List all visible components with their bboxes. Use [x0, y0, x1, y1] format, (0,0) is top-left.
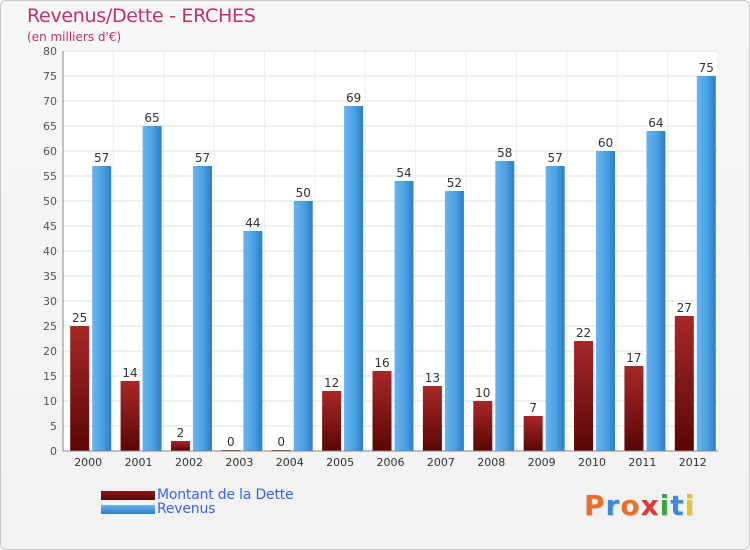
- bar-revenus: [344, 106, 364, 451]
- x-tick-label: 2011: [628, 456, 656, 469]
- x-tick-label: 2000: [74, 456, 102, 469]
- y-tick-label: 35: [43, 270, 57, 283]
- data-label-revenus: 65: [144, 111, 159, 125]
- bar-dette: [120, 381, 140, 451]
- data-label-dette: 22: [576, 326, 591, 340]
- y-tick-label: 50: [43, 195, 57, 208]
- bar-dette: [322, 391, 342, 451]
- data-label-dette: 0: [227, 435, 235, 449]
- data-label-revenus: 58: [497, 146, 512, 160]
- legend-label-dette: Montant de la Dette: [157, 487, 294, 503]
- y-tick-label: 45: [43, 220, 57, 233]
- data-label-dette: 14: [122, 366, 137, 380]
- x-tick-label: 2003: [225, 456, 253, 469]
- data-label-revenus: 75: [699, 61, 714, 75]
- data-label-revenus: 52: [447, 176, 462, 190]
- data-label-dette: 16: [374, 356, 389, 370]
- bar-revenus: [444, 191, 464, 451]
- y-tick-label: 80: [43, 45, 57, 58]
- y-tick-label: 70: [43, 95, 57, 108]
- data-label-revenus: 57: [94, 151, 109, 165]
- bar-dette: [422, 386, 442, 451]
- data-label-dette: 13: [425, 371, 440, 385]
- chart-subtitle: (en milliers d'€): [27, 30, 122, 44]
- bar-dette: [624, 366, 644, 451]
- y-tick-label: 0: [50, 445, 57, 458]
- x-tick-label: 2012: [679, 456, 707, 469]
- bar-revenus: [192, 166, 212, 451]
- data-label-revenus: 60: [598, 136, 613, 150]
- bar-revenus: [293, 201, 313, 451]
- x-tick-label: 2001: [125, 456, 153, 469]
- data-label-revenus: 57: [195, 151, 210, 165]
- bar-revenus: [545, 166, 565, 451]
- legend-item-revenus: Revenus: [101, 501, 216, 517]
- data-label-dette: 0: [277, 435, 285, 449]
- bar-revenus: [646, 131, 666, 451]
- x-tick-label: 2005: [326, 456, 354, 469]
- legend-swatch-dette: [101, 490, 155, 500]
- bar-dette: [372, 371, 392, 451]
- bar-dette: [674, 316, 694, 451]
- y-tick-label: 30: [43, 295, 57, 308]
- data-label-revenus: 57: [548, 151, 563, 165]
- x-tick-label: 2004: [276, 456, 304, 469]
- data-label-revenus: 64: [648, 116, 663, 130]
- bar-revenus: [394, 181, 414, 451]
- bar-revenus: [495, 161, 515, 451]
- x-tick-label: 2006: [377, 456, 405, 469]
- x-tick-label: 2008: [477, 456, 505, 469]
- x-tick-label: 2009: [528, 456, 556, 469]
- data-label-dette: 17: [626, 351, 641, 365]
- bar-dette: [574, 341, 594, 451]
- y-tick-label: 60: [43, 145, 57, 158]
- data-label-dette: 10: [475, 386, 490, 400]
- data-label-revenus: 44: [245, 216, 260, 230]
- y-tick-label: 20: [43, 345, 57, 358]
- bar-dette: [170, 441, 190, 451]
- bar-dette: [70, 326, 90, 451]
- data-label-revenus: 54: [396, 166, 411, 180]
- bar-revenus: [696, 76, 716, 451]
- data-label-revenus: 69: [346, 91, 361, 105]
- y-tick-label: 5: [50, 420, 57, 433]
- legend-item-dette: Montant de la Dette: [101, 487, 294, 503]
- y-tick-label: 65: [43, 120, 57, 133]
- y-tick-label: 55: [43, 170, 57, 183]
- data-label-dette: 27: [677, 301, 692, 315]
- bar-revenus: [142, 126, 162, 451]
- chart-title: Revenus/Dette - ERCHES: [27, 5, 256, 27]
- data-label-dette: 12: [324, 376, 339, 390]
- bar-dette: [523, 416, 543, 451]
- data-label-dette: 25: [72, 311, 87, 325]
- y-tick-label: 40: [43, 245, 57, 258]
- data-label-revenus: 50: [296, 186, 311, 200]
- x-tick-label: 2007: [427, 456, 455, 469]
- bar-dette: [473, 401, 493, 451]
- y-tick-label: 25: [43, 320, 57, 333]
- x-tick-label: 2002: [175, 456, 203, 469]
- y-tick-label: 10: [43, 395, 57, 408]
- bar-revenus: [243, 231, 263, 451]
- y-tick-label: 75: [43, 70, 57, 83]
- y-tick-label: 15: [43, 370, 57, 383]
- legend-label-revenus: Revenus: [157, 501, 216, 517]
- legend-swatch-revenus: [101, 504, 155, 514]
- bar-revenus: [92, 166, 112, 451]
- data-label-dette: 2: [177, 426, 185, 440]
- bar-revenus: [596, 151, 616, 451]
- x-tick-label: 2010: [578, 456, 606, 469]
- proxiti-logo: Proxiti: [584, 489, 696, 522]
- data-label-dette: 7: [529, 401, 537, 415]
